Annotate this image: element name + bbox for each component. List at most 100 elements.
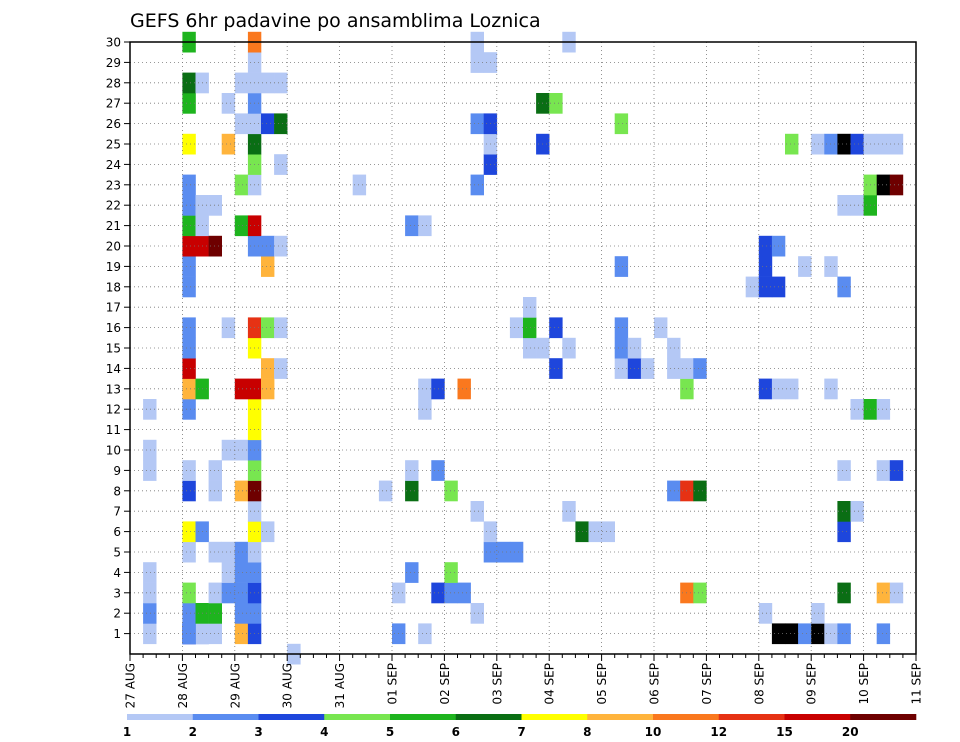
heatmap-cell [182, 603, 196, 624]
heatmap-cell [785, 378, 799, 400]
heatmap-cell [182, 399, 196, 420]
heatmap-cell [208, 623, 222, 645]
heatmap-cell [496, 541, 511, 563]
heatmap-cell [261, 378, 275, 400]
y-tick-label: 10 [106, 444, 121, 458]
heatmap-cell [785, 623, 799, 645]
heatmap-cell [182, 378, 196, 400]
heatmap-cell [182, 215, 196, 237]
heatmap-cell [182, 93, 196, 114]
heatmap-cell [378, 480, 393, 502]
heatmap-cell [889, 460, 904, 481]
color-legend: 1 2 3 4 5 6 7 8 10 12 15 20 [123, 714, 917, 739]
heatmap-cell [143, 460, 157, 481]
heatmap-cell [182, 276, 196, 298]
heatmap-cell [182, 256, 196, 277]
heatmap-cell [889, 582, 904, 604]
heatmap-cell [143, 399, 157, 420]
heatmap-cell [234, 623, 249, 645]
y-tick-label: 3 [113, 586, 121, 600]
y-tick-label: 27 [106, 97, 121, 111]
legend-label: 8 [583, 725, 591, 739]
heatmap-cell [182, 133, 196, 155]
legend-label: 5 [386, 725, 394, 739]
legend-label: 4 [320, 725, 328, 739]
legend-swatch [192, 714, 259, 720]
heatmap-cell [444, 562, 458, 583]
x-tick-label: 29 AUG [228, 663, 242, 708]
heatmap-cell [182, 541, 196, 563]
heatmap-cell [549, 93, 563, 114]
heatmap-cell [221, 439, 236, 461]
legend-label: 10 [645, 725, 662, 739]
chart-grid [130, 41, 916, 654]
x-tick-label: 03 SEP [490, 663, 504, 705]
heatmap-cell [601, 521, 615, 543]
heatmap-cell [274, 113, 288, 135]
heatmap-cell [208, 603, 222, 624]
heatmap-cell [850, 133, 864, 155]
y-tick-label: 4 [113, 566, 121, 580]
heatmap-cell [562, 501, 576, 522]
heatmap-cell [509, 317, 524, 339]
heatmap-cell [470, 174, 484, 196]
heatmap-cell [837, 195, 851, 216]
heatmap-cell [208, 541, 222, 563]
heatmap-cell [208, 235, 222, 257]
y-tick-label: 18 [106, 280, 121, 294]
heatmap-cell [274, 235, 288, 257]
heatmap-cell [470, 52, 484, 73]
heatmap-cell [234, 603, 249, 624]
heatmap-cell [798, 623, 812, 645]
heatmap-cell [667, 358, 681, 379]
heatmap-cell [457, 378, 471, 400]
heatmap-cell [234, 480, 249, 502]
heatmap-cell [876, 399, 891, 420]
y-tick-label: 11 [106, 423, 121, 437]
legend-swatch [390, 714, 457, 720]
y-tick-label: 7 [113, 505, 121, 519]
heatmap-cell [208, 195, 222, 216]
heatmap-cell [667, 337, 681, 359]
y-tick-label: 6 [113, 525, 121, 539]
heatmap-cell [182, 72, 196, 94]
heatmap-cell [182, 460, 196, 481]
heatmap-cell [523, 337, 537, 359]
legend-swatch [521, 714, 588, 720]
heatmap-cell [837, 521, 851, 543]
legend-swatch [324, 714, 391, 720]
heatmap-cell [523, 317, 537, 339]
y-tick-label: 14 [106, 362, 121, 376]
heatmap-cell [785, 133, 799, 155]
heatmap-cell [143, 439, 157, 461]
heatmap-cell [208, 582, 222, 604]
x-tick-label: 08 SEP [752, 663, 766, 705]
heatmap-cell [850, 501, 864, 522]
heatmap-cell [614, 317, 629, 339]
heatmap-cell [261, 235, 275, 257]
y-tick-label: 23 [106, 178, 121, 192]
heatmap-cell [234, 378, 249, 400]
heatmap-cell [418, 215, 432, 237]
heatmap-cell [182, 174, 196, 196]
legend-swatch [587, 714, 654, 720]
heatmap-cell [667, 480, 681, 502]
heatmap-cell [654, 317, 668, 339]
heatmap-cell [143, 603, 157, 624]
heatmap-cell [182, 480, 196, 502]
x-tick-label: 07 SEP [700, 663, 714, 705]
heatmap-cell [405, 562, 419, 583]
y-tick-label: 15 [106, 342, 121, 356]
heatmap-cell [405, 480, 419, 502]
heatmap-cell [549, 358, 563, 379]
heatmap-cell [143, 582, 157, 604]
legend-label: 3 [254, 725, 262, 739]
heatmap-cell [693, 358, 707, 379]
x-tick-label: 05 SEP [595, 663, 609, 705]
heatmap-cell [811, 133, 825, 155]
x-tick-label: 01 SEP [386, 663, 400, 705]
heatmap-cell [889, 174, 904, 196]
heatmap-cell [208, 480, 222, 502]
heatmap-cell [234, 562, 249, 583]
